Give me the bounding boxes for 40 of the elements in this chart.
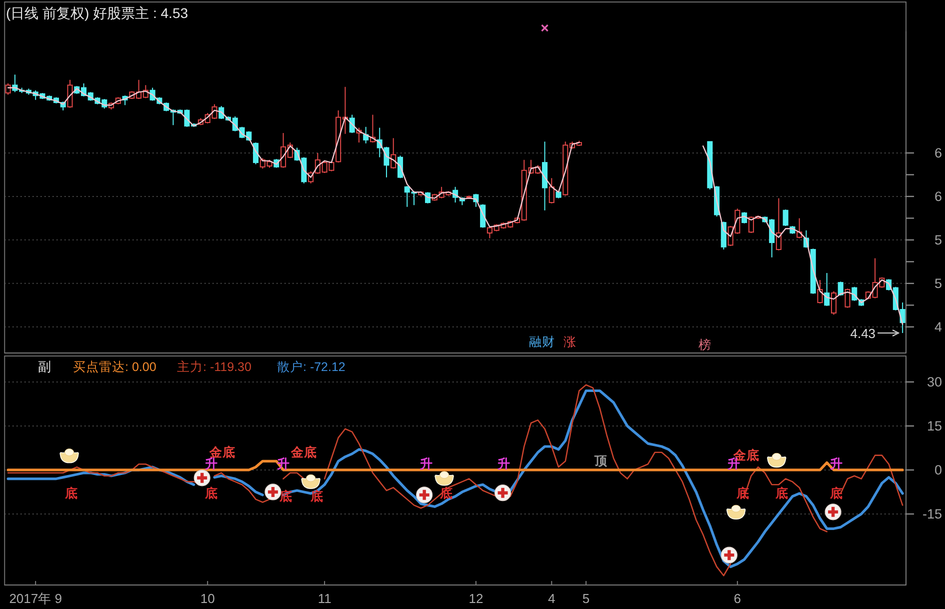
annotation: 升	[418, 456, 433, 472]
annotation: 融财	[529, 335, 555, 349]
annotation: 涨	[564, 335, 577, 349]
y-tick-label: 4	[934, 319, 942, 334]
annotation: 升	[829, 456, 844, 472]
y-tick-label: 5	[934, 232, 942, 248]
x-tick-label: 11	[318, 590, 332, 606]
annotation: 顶	[594, 454, 609, 468]
annotation: 金底	[290, 444, 317, 460]
candlestick	[776, 198, 782, 251]
x-tick-label: 4	[548, 590, 556, 606]
text: 主力: -119.30	[177, 359, 252, 374]
y-tick-label: 6	[934, 145, 942, 160]
annotation: 底	[204, 485, 218, 500]
annotation: 金底	[208, 444, 236, 460]
annotation: 底	[64, 485, 78, 500]
candlestick	[548, 178, 554, 204]
x-tick-label: 5	[582, 590, 590, 606]
y-tick-label: 5	[934, 276, 942, 291]
y-tick-label: 0	[934, 462, 942, 478]
x-tick-label: 10	[200, 590, 215, 606]
y-tick-label: 30	[926, 374, 942, 390]
annotation: 榜	[698, 338, 712, 352]
annotation: 升	[496, 456, 511, 472]
chart-title: 副	[38, 359, 51, 374]
annotation: 4.43	[850, 326, 876, 340]
x-tick-label: 6	[734, 590, 742, 606]
x-tick-label: 12	[468, 590, 484, 606]
chart-title: (日线 前复权) 好股票主 : 4.53	[6, 5, 188, 21]
y-tick-label: 15	[926, 418, 942, 434]
y-tick-label: 6	[934, 188, 942, 204]
annotation: 底	[774, 485, 789, 500]
annotation: 底	[829, 485, 844, 500]
x-tick-label: 2017年 9	[9, 590, 62, 606]
candlestick	[542, 141, 548, 211]
y-tick-label: -15	[922, 506, 942, 522]
text: 买点雷达: 0.00	[73, 360, 156, 374]
candlestick	[817, 279, 823, 304]
annotation: 底	[309, 488, 324, 504]
text: 散户: -72.12	[277, 360, 346, 374]
